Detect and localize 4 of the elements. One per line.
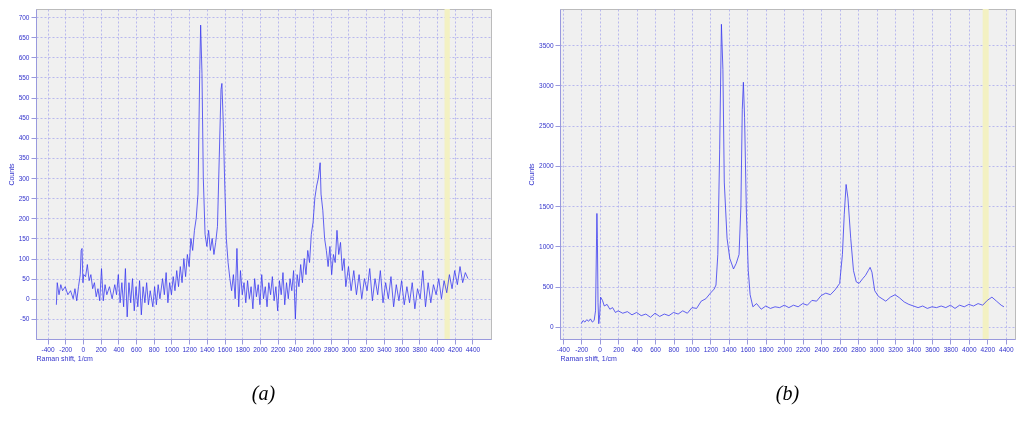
text: (b) — [775, 381, 800, 405]
text: (a) — [251, 381, 276, 405]
line-series — [55, 24, 469, 320]
line-series — [580, 23, 1005, 325]
